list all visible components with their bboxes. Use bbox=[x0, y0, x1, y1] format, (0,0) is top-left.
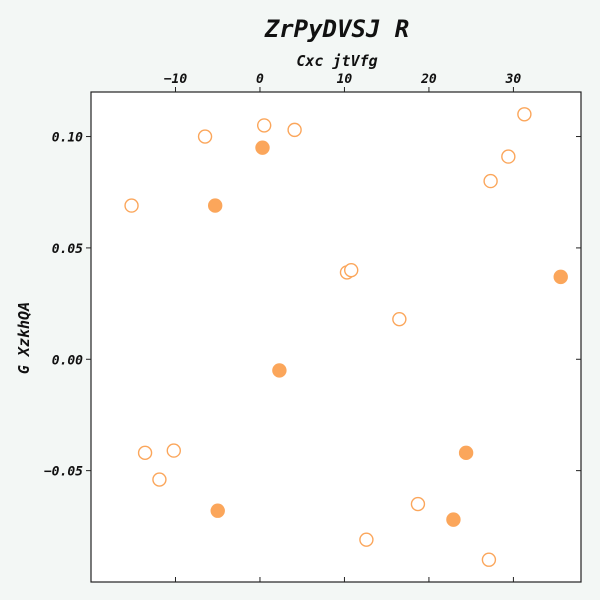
open-data-point bbox=[517, 107, 532, 122]
filled-data-point bbox=[210, 503, 225, 518]
x-tick-label: 30 bbox=[505, 72, 522, 87]
x-tick-label: 20 bbox=[420, 72, 437, 87]
x-tick-label: −10 bbox=[164, 72, 188, 87]
plot-area bbox=[90, 91, 582, 583]
open-data-point bbox=[344, 262, 359, 278]
y-tick-label: 0.00 bbox=[52, 353, 83, 368]
open-data-point bbox=[287, 122, 302, 138]
open-data-point bbox=[501, 149, 516, 164]
open-data-point bbox=[152, 472, 167, 487]
filled-data-point bbox=[458, 445, 474, 461]
open-data-point bbox=[256, 118, 272, 133]
open-data-point bbox=[481, 552, 497, 567]
plot-frame bbox=[90, 91, 582, 583]
open-data-point bbox=[137, 445, 153, 461]
filled-data-point bbox=[255, 140, 270, 155]
data-points bbox=[124, 107, 568, 567]
y-tick-label: 0.10 bbox=[52, 131, 83, 146]
open-data-point bbox=[483, 173, 498, 189]
x-tick-label: 10 bbox=[337, 72, 353, 87]
x-axis-ticks: −10 0 10 20 30 bbox=[164, 72, 522, 582]
filled-data-point bbox=[446, 512, 461, 527]
y-axis-label: G XzkhQA bbox=[15, 302, 33, 374]
x-axis-label: Cxc jtVfg bbox=[296, 52, 377, 70]
chart-title: ZrPyDVSJ R bbox=[264, 15, 410, 43]
open-data-point bbox=[197, 129, 213, 144]
filled-data-point bbox=[553, 269, 568, 285]
x-tick-label: 0 bbox=[256, 72, 264, 87]
filled-data-point bbox=[272, 363, 287, 378]
y-tick-label: −0.05 bbox=[44, 465, 83, 480]
open-data-point bbox=[166, 443, 181, 458]
y-tick-label: 0.05 bbox=[52, 242, 83, 257]
filled-data-point bbox=[207, 198, 223, 213]
open-data-point bbox=[410, 496, 426, 512]
y-axis-ticks: −0.05 0.00 0.05 0.10 bbox=[44, 131, 581, 480]
open-data-point bbox=[392, 311, 407, 327]
open-data-point bbox=[124, 198, 139, 213]
open-data-point bbox=[359, 532, 374, 547]
